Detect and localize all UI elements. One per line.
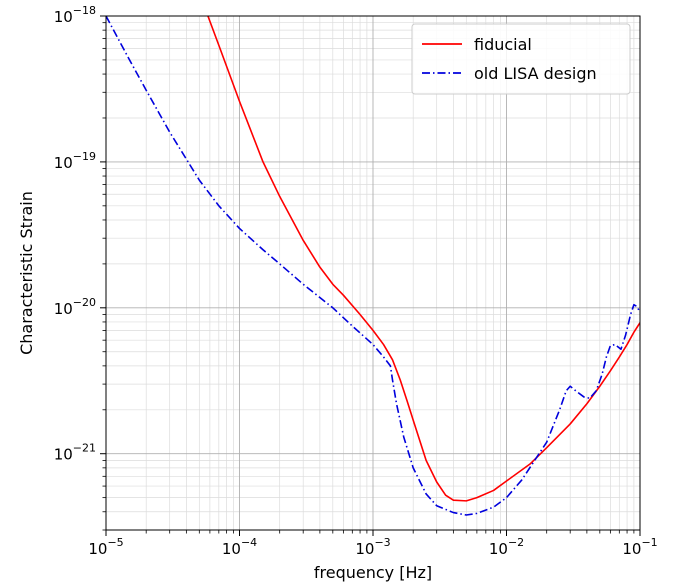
y-tick-label: 10−21 (54, 442, 96, 464)
y-axis-label: Characteristic Strain (17, 191, 36, 355)
series-line-2 (106, 16, 640, 516)
y-tick-label: 10−19 (54, 150, 96, 172)
series-layer (106, 16, 640, 516)
y-tick-labels: 10−21 10−20 10−19 10−18 (54, 4, 96, 464)
minor-grid (106, 16, 640, 531)
x-tick-label: 10−3 (355, 536, 390, 558)
x-axis-label: frequency [Hz] (314, 563, 432, 582)
legend-box (411, 23, 631, 95)
x-tick-label: 10−5 (88, 536, 123, 558)
legend-label: old LISA design (474, 64, 597, 83)
axis-ticks (100, 15, 641, 536)
y-tick-label: 10−20 (54, 296, 96, 318)
legend: fiducial old LISA design (411, 23, 631, 95)
x-tick-label: 10−4 (222, 536, 257, 558)
x-tick-label: 10−1 (622, 536, 657, 558)
y-tick-label: 10−18 (54, 4, 96, 26)
x-tick-labels: 10−5 10−4 10−3 10−2 10−1 (88, 536, 657, 558)
legend-label: fiducial (474, 35, 532, 54)
x-tick-label: 10−2 (489, 536, 524, 558)
